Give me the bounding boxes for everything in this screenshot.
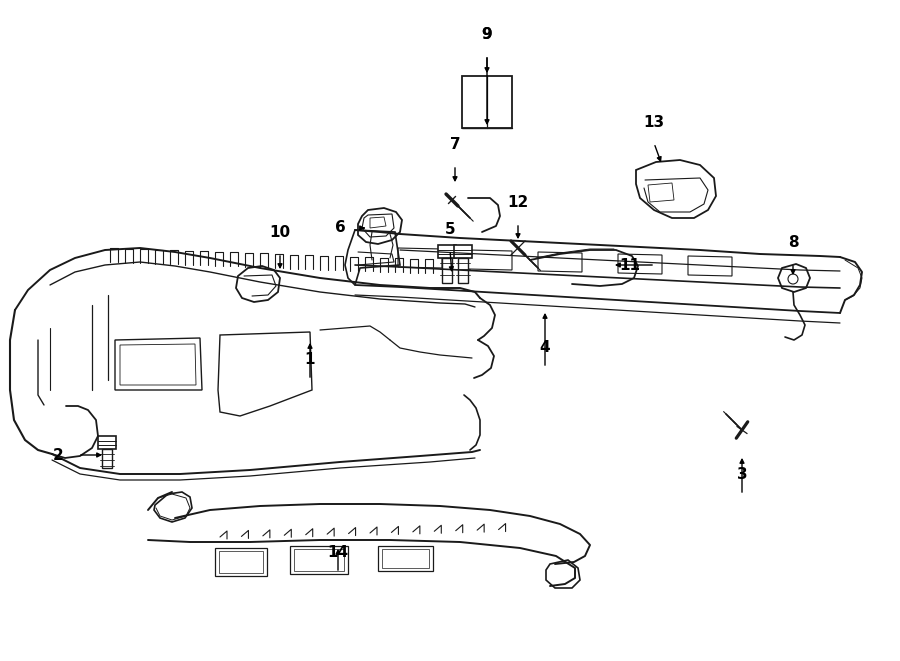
Text: 7: 7 <box>450 137 460 152</box>
Text: 1: 1 <box>305 352 315 367</box>
Text: 11: 11 <box>619 258 640 272</box>
Text: 4: 4 <box>540 340 550 355</box>
Text: 8: 8 <box>788 235 798 250</box>
Polygon shape <box>454 245 472 258</box>
Text: 14: 14 <box>328 545 348 560</box>
Polygon shape <box>438 245 456 258</box>
Polygon shape <box>98 436 116 449</box>
Polygon shape <box>442 258 452 283</box>
Polygon shape <box>102 449 112 468</box>
Text: 6: 6 <box>335 221 346 235</box>
Text: 13: 13 <box>644 115 664 130</box>
Text: 12: 12 <box>508 195 528 210</box>
Polygon shape <box>458 258 468 283</box>
Text: 9: 9 <box>482 27 492 42</box>
Text: 3: 3 <box>737 467 747 482</box>
Text: 2: 2 <box>52 447 63 463</box>
Text: 10: 10 <box>269 225 291 240</box>
Text: 9: 9 <box>482 27 492 42</box>
Text: 5: 5 <box>445 222 455 237</box>
